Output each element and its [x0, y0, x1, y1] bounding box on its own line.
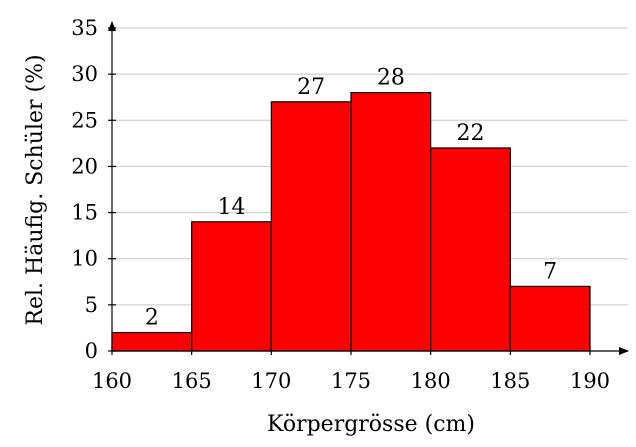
x-tick-label-175: 175	[331, 369, 371, 393]
x-tick-label-170: 170	[251, 369, 291, 393]
y-tick-label-0: 0	[85, 339, 98, 363]
x-tick-label-165: 165	[172, 369, 212, 393]
ticks	[108, 27, 591, 355]
y-tick-label-10: 10	[71, 247, 98, 271]
bar-180-185	[430, 147, 511, 352]
y-tick-label-20: 20	[71, 154, 98, 178]
bar-175-180	[350, 91, 432, 352]
labels: 2 14 27 28 22 7 160 165 170 175 180 185 190 0 5 10 15 20 2…	[71, 16, 610, 393]
x-tick-label-180: 180	[411, 369, 451, 393]
bar-185-190	[509, 285, 591, 352]
bar-170-175	[270, 101, 352, 352]
bar-165-170	[191, 221, 272, 352]
data-label-2: 27	[297, 75, 325, 100]
axes	[108, 21, 629, 355]
y-tick-label-25: 25	[71, 108, 98, 132]
data-label-3: 28	[377, 66, 405, 91]
y-tick-label-5: 5	[85, 293, 98, 317]
y-tick-label-35: 35	[71, 16, 98, 40]
x-tick-label-190: 190	[570, 369, 610, 393]
data-label-1: 14	[218, 195, 246, 220]
data-label-4: 22	[457, 121, 485, 146]
data-label-0: 2	[145, 306, 159, 331]
y-tick-label-15: 15	[71, 201, 98, 225]
x-tick-label-160: 160	[92, 369, 132, 393]
bars	[111, 91, 591, 352]
bar-160-165	[111, 331, 193, 352]
x-tick-label-185: 185	[490, 369, 530, 393]
y-axis-title: Rel. Häufig. Schüler (%)	[23, 54, 48, 325]
x-axis-title: Körpergrösse (cm)	[267, 412, 475, 437]
y-tick-label-30: 30	[71, 62, 98, 86]
data-label-5: 7	[543, 259, 557, 284]
